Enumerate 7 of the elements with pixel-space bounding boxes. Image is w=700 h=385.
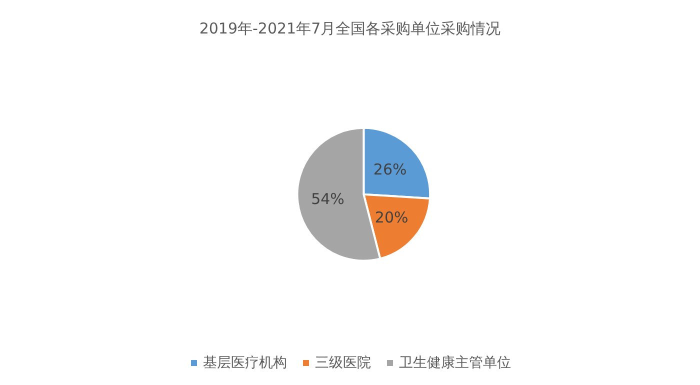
data-label: 26% (373, 160, 407, 179)
legend-label: 三级医院 (315, 355, 371, 371)
data-label: 20% (374, 208, 408, 226)
chart-title: 2019年-2021年7月全国各采购单位采购情况 (199, 20, 501, 38)
legend-label: 基层医疗机构 (203, 355, 287, 371)
legend-label: 卫生健康主管单位 (399, 355, 511, 371)
data-label: 54% (311, 190, 344, 208)
